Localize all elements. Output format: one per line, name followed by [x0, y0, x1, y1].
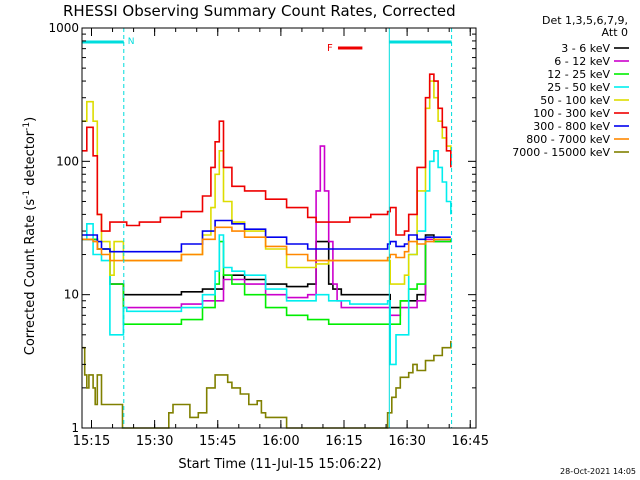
legend-label-6: 100 - 300 keV: [533, 107, 610, 120]
x-tick-label: 16:30: [388, 434, 425, 449]
timestamp: 28-Oct-2021 14:05: [560, 467, 636, 476]
y-axis-label-mid: detector: [23, 130, 38, 190]
x-tick-label: 16:15: [325, 434, 362, 449]
series-line-2: [82, 145, 452, 317]
x-tick-label: 16:00: [262, 434, 299, 449]
legend-label-5: 50 - 100 keV: [540, 94, 610, 107]
x-tick-label: 15:15: [73, 434, 110, 449]
series-line-4: [82, 150, 452, 366]
y-axis-label-sup2: -1: [22, 122, 32, 131]
legend-label-9: 7000 - 15000 keV: [512, 146, 610, 159]
legend-label-1: 3 - 6 keV: [561, 42, 610, 55]
legend-header-2: Att 0: [602, 26, 628, 39]
y-tick-label: 10: [64, 288, 79, 302]
x-tick-label: 15:45: [199, 434, 236, 449]
series-line-3: [82, 236, 452, 325]
y-axis-label: Corrected Count Rate (s-1 detector-1): [22, 117, 38, 355]
y-axis-label-end: ): [23, 117, 38, 122]
flare-label: F: [327, 43, 333, 54]
x-tick-label: 16:45: [452, 434, 489, 449]
y-tick-label: 100: [56, 154, 79, 168]
x-tick-label: 15:30: [136, 434, 173, 449]
legend-label-4: 25 - 50 keV: [547, 81, 610, 94]
legend-label-3: 12 - 25 keV: [547, 68, 610, 81]
series-line-8: [82, 226, 451, 262]
night-label: N: [128, 37, 135, 47]
series-line-5: [82, 80, 452, 285]
plot-area: N F 1 10 100 1000 15:15 15:30 15:45 16:00 16:15 16:…: [48, 21, 489, 449]
legend-label-8: 800 - 7000 keV: [526, 133, 610, 146]
legend-header-1: Det 1,3,5,6,7,9,: [542, 14, 628, 27]
legend-label-2: 6 - 12 keV: [554, 55, 610, 68]
series-line-6: [82, 73, 452, 236]
plot-frame: [81, 27, 477, 429]
y-tick-label: 1: [71, 421, 79, 435]
x-axis-label: Start Time (11-Jul-15 15:06:22): [178, 457, 381, 472]
legend-label-7: 300 - 800 keV: [533, 120, 610, 133]
y-axis-label-sup1: -1: [22, 190, 32, 199]
y-axis-label-main: Corrected Count Rate (s: [23, 199, 38, 356]
y-tick-label: 1000: [48, 21, 79, 35]
chart-title: RHESSI Observing Summary Count Rates, Co…: [63, 2, 456, 20]
series-line-9: [82, 340, 452, 429]
